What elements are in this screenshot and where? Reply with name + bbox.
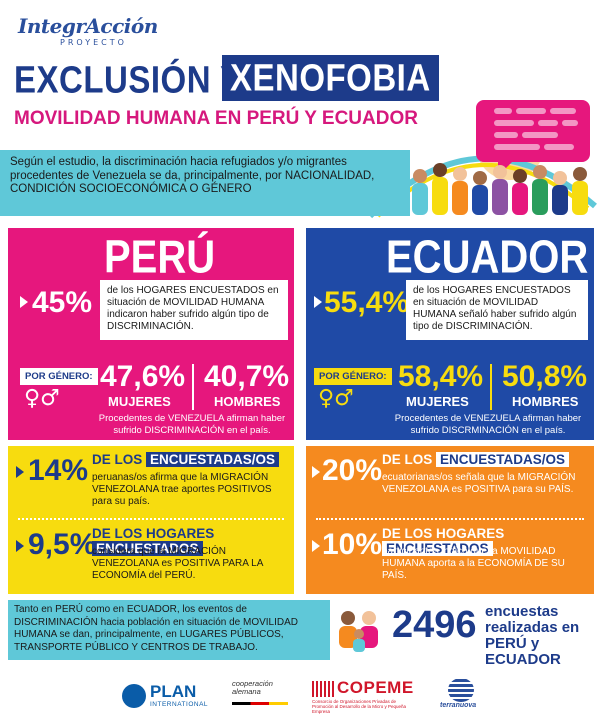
encuestas-text: encuestas realizadas en PERÚ y ECUADOR: [485, 604, 600, 668]
intro-text: Según el estudio, la discriminación haci…: [10, 156, 375, 195]
cooperacion-alemana-logo: cooperación alemana: [232, 680, 294, 710]
ecuador-stat1-pct: 20%: [322, 454, 383, 487]
plan-circle-icon: [122, 684, 146, 708]
coop-line2: alemana: [232, 687, 261, 696]
peru-men-label: HOMBRES: [214, 394, 281, 409]
ecuador-procedencia: Procedentes de VENEZUELA afirman haber s…: [394, 413, 582, 436]
integraccion-logo: IntegrAcción: [18, 14, 158, 38]
peru-stat1-text: peruanas/os afirma que la MIGRACIÓN VENE…: [92, 472, 272, 507]
heading-tag: ENCUESTADOS: [382, 541, 493, 556]
dotted-divider: [18, 518, 284, 520]
peru-procedencia: Procedentes de VENEZUELA afirman haber s…: [98, 413, 286, 436]
ecuador-stats-panel: 20% DE LOS ENCUESTADAS/OS ecuatorianas/o…: [306, 446, 594, 594]
ecuador-stat2-text: participantes indicó que la MOVILIDAD HU…: [382, 546, 565, 581]
peru-main-pct: 45%: [32, 286, 93, 319]
plan-international-logo: PLAN INTERNATIONAL: [122, 682, 214, 710]
arrow-icon: [16, 540, 24, 552]
arrow-icon: [312, 466, 320, 478]
ecuador-men-label: HOMBRES: [512, 394, 579, 409]
ecuador-title: ECUADOR: [386, 232, 589, 283]
dotted-divider: [316, 518, 584, 520]
peru-stat2-pct: 9,5%: [28, 528, 97, 561]
ecuador-stat2-heading: DE LOS HOGARES ENCUESTADOS: [382, 526, 594, 556]
encuestas-line2: realizadas en: [485, 619, 580, 636]
title-part2: XENOFOBIA: [222, 55, 439, 101]
logo-subtitle: PROYECTO: [60, 38, 127, 47]
peru-stats-panel: 14% DE LOS ENCUESTADAS/OS peruanas/os af…: [8, 446, 294, 594]
peru-women-pct: 47,6%: [100, 360, 186, 393]
peru-main-text: de los HOGARES ENCUESTADOS en situación …: [100, 280, 288, 340]
arrow-icon: [314, 296, 322, 308]
encuestas-line3: PERÚ y ECUADOR: [485, 635, 561, 668]
arrow-icon: [20, 296, 28, 308]
ecuador-main-pct: 55,4%: [324, 286, 410, 319]
copeme-sub: Consorcio de Organizaciones Privadas de …: [312, 699, 407, 714]
peru-stat1-heading: DE LOS ENCUESTADAS/OS: [92, 452, 280, 467]
peru-men-pct: 40,7%: [204, 360, 290, 393]
bottom-band: [8, 600, 330, 660]
ecuador-stat1-text: ecuatorianas/os señala que la MIGRACIÓN …: [382, 472, 576, 495]
heading-tag: ENCUESTADAS/OS: [146, 452, 280, 467]
copeme-logo: COPEME Consorcio de Organizaciones Priva…: [312, 678, 418, 714]
peru-panel: PERÚ 45% de los HOGARES ENCUESTADOS en s…: [8, 228, 294, 440]
intro-band: [0, 150, 410, 216]
copeme-name: COPEME: [337, 678, 414, 697]
divider: [490, 364, 492, 410]
peru-stat2-text: considera que la MIGRACIÓN VENEZOLANA es…: [92, 546, 263, 581]
terra-name: terranuova: [440, 702, 477, 709]
encuestas-line1: encuestas: [485, 603, 559, 620]
gender-icon: ♀♂: [24, 386, 60, 411]
bottom-text: Tanto en PERÚ como en ECUADOR, los event…: [14, 604, 299, 653]
family-icon: [339, 611, 378, 652]
ecuador-men-pct: 50,8%: [502, 360, 588, 393]
title-part1: EXCLUSIÓN Y: [14, 58, 243, 101]
heading-prefix: DE LOS: [92, 452, 143, 467]
divider: [192, 364, 194, 410]
coop-line1: cooperación: [232, 679, 273, 688]
peru-title: PERÚ: [104, 232, 216, 283]
coop-name: cooperación alemana: [232, 680, 273, 696]
ecuador-women-pct: 58,4%: [398, 360, 484, 393]
ecuador-panel: ECUADOR 55,4% de los HOGARES ENCUESTADOS…: [306, 228, 594, 440]
page-subtitle: MOVILIDAD HUMANA EN PERÚ Y ECUADOR: [14, 108, 418, 129]
peru-stat2-heading: DE LOS HOGARES ENCUESTADOS: [92, 526, 294, 556]
arrow-icon: [16, 466, 24, 478]
plan-sub: INTERNATIONAL: [150, 701, 209, 708]
ecuador-stat1-heading: DE LOS ENCUESTADAS/OS: [382, 452, 570, 467]
heading-tag: ENCUESTADAS/OS: [436, 452, 570, 467]
ecuador-stat2-pct: 10%: [322, 528, 383, 561]
heading-prefix: DE LOS: [382, 452, 433, 467]
ecuador-women-label: MUJERES: [406, 394, 469, 409]
globe-icon: [448, 678, 474, 702]
crowd-illustration: [367, 100, 597, 219]
gender-icon: ♀♂: [318, 386, 354, 411]
heading-prefix: DE LOS HOGARES: [382, 526, 505, 541]
german-flag-stripe: [232, 702, 288, 705]
peru-women-label: MUJERES: [108, 394, 171, 409]
ecuador-gender-badge: POR GÉNERO:: [314, 368, 392, 385]
copeme-mark-icon: [312, 681, 334, 697]
peru-stat1-pct: 14%: [28, 454, 89, 487]
ecuador-main-text: de los HOGARES ENCUESTADOS en situación …: [406, 280, 588, 340]
encuestas-number: 2496: [392, 604, 477, 646]
heading-tag: ENCUESTADOS: [92, 541, 203, 556]
terranuova-logo: terranuova: [440, 678, 484, 712]
peru-gender-badge: POR GÉNERO:: [20, 368, 98, 385]
heading-prefix: DE LOS HOGARES: [92, 526, 215, 541]
plan-name: PLAN: [150, 682, 197, 701]
arrow-icon: [312, 540, 320, 552]
